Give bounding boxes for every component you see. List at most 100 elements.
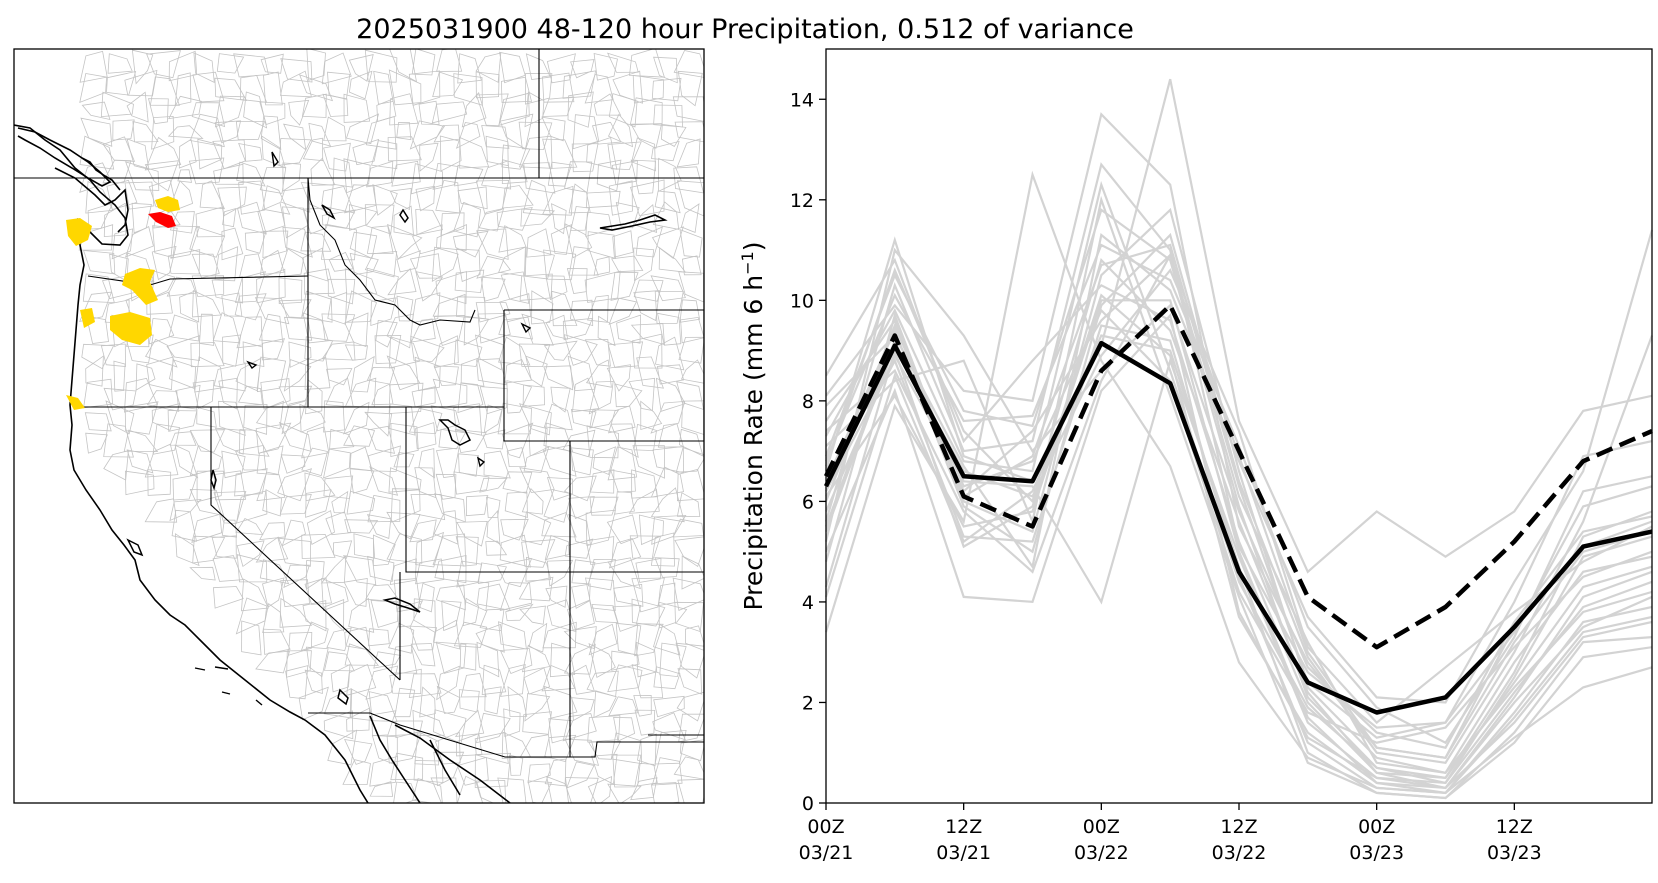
watershed-cell xyxy=(237,201,267,235)
watershed-cell xyxy=(388,382,424,414)
watershed-cell xyxy=(454,164,484,187)
watershed-cell xyxy=(300,621,329,652)
watershed-cell xyxy=(352,138,380,166)
watershed-cell xyxy=(168,359,197,390)
watershed-cell xyxy=(519,467,555,494)
watershed-cell xyxy=(288,99,310,126)
watershed-cell xyxy=(678,713,704,743)
baja-coast xyxy=(369,715,461,803)
watershed-cell xyxy=(459,642,477,671)
watershed-boundaries xyxy=(78,49,704,803)
watershed-cell xyxy=(679,739,704,762)
watershed-cell xyxy=(241,620,262,656)
watershed-cell xyxy=(386,533,423,564)
watershed-cell xyxy=(306,510,335,546)
y-tick-label: 14 xyxy=(790,89,814,111)
watershed-cell xyxy=(571,143,599,173)
watershed-cell xyxy=(497,777,527,803)
watershed-cell xyxy=(588,642,616,679)
watershed-cell xyxy=(525,355,548,387)
watershed-cell xyxy=(396,121,412,141)
ensemble-member-line xyxy=(824,268,1653,725)
watershed-cell xyxy=(348,597,375,633)
watershed-cell xyxy=(419,142,439,172)
y-tick-label: 2 xyxy=(802,692,814,714)
watershed-cell xyxy=(607,341,644,369)
watershed-cell xyxy=(551,203,567,235)
watershed-cell xyxy=(321,209,356,229)
watershed-cell xyxy=(543,340,578,361)
watershed-cell xyxy=(546,559,574,587)
watershed-cell xyxy=(653,695,685,718)
watershed-cell xyxy=(301,290,333,323)
watershed-cell xyxy=(436,665,460,701)
watershed-cell xyxy=(441,600,462,632)
watershed-cell xyxy=(214,246,239,282)
watershed-cell xyxy=(239,75,268,103)
watershed-cell xyxy=(214,120,242,144)
watershed-cell xyxy=(588,380,614,415)
watershed-cell xyxy=(635,557,662,583)
basin-gold-klamath xyxy=(66,395,85,410)
y-axis-label-superscript: −1 xyxy=(738,251,757,275)
watershed-cell xyxy=(213,163,244,185)
watershed-cell xyxy=(344,626,371,651)
watershed-cell xyxy=(235,357,262,392)
basin-gold-yakima xyxy=(122,268,158,305)
watershed-cell xyxy=(520,208,556,227)
watershed-cell xyxy=(372,534,396,567)
watershed-cell xyxy=(277,537,311,567)
watershed-cell xyxy=(475,179,510,215)
watershed-cell xyxy=(218,377,238,410)
watershed-cell xyxy=(371,710,397,737)
watershed-cell xyxy=(168,314,200,342)
watershed-cell xyxy=(221,519,238,538)
watershed-cell xyxy=(393,452,415,468)
watershed-cell xyxy=(431,101,468,124)
watershed-cell xyxy=(640,400,663,431)
watershed-cell xyxy=(589,496,619,516)
watershed-cell xyxy=(410,493,446,521)
watershed-cell xyxy=(191,253,220,279)
watershed-cell xyxy=(329,428,355,450)
watershed-cell xyxy=(212,586,244,609)
watershed-cell xyxy=(542,138,578,169)
ensemble-member-line xyxy=(825,299,1653,795)
watershed-cell xyxy=(302,137,324,162)
watershed-cell xyxy=(322,448,351,479)
watershed-cell xyxy=(283,564,310,589)
watershed-cell xyxy=(344,268,378,295)
watershed-cell xyxy=(654,290,684,324)
watershed-cell xyxy=(262,628,291,655)
watershed-cell xyxy=(146,50,181,79)
map-panel xyxy=(13,48,705,804)
watershed-cell xyxy=(550,386,571,413)
watershed-cell xyxy=(562,317,594,341)
watershed-cell xyxy=(213,363,246,392)
watershed-cell xyxy=(633,290,660,322)
watershed-cell xyxy=(593,256,611,276)
watershed-cell xyxy=(346,663,377,696)
watershed-cell xyxy=(435,584,466,611)
watershed-cell xyxy=(262,603,285,634)
watershed-cell xyxy=(550,223,573,255)
watershed-cell xyxy=(301,533,336,559)
watershed-cell xyxy=(367,555,395,582)
watershed-cell xyxy=(498,336,531,366)
watershed-cell xyxy=(103,450,129,481)
watershed-cell xyxy=(144,443,179,478)
watershed-cell xyxy=(278,299,312,319)
watershed-cell xyxy=(681,555,704,590)
watershed-cell xyxy=(465,495,489,517)
watershed-cell xyxy=(411,292,441,323)
watershed-cell xyxy=(366,514,392,539)
ensemble-member-line xyxy=(824,170,1653,795)
watershed-cell xyxy=(572,377,600,413)
watershed-cell xyxy=(650,487,685,523)
watershed-cell xyxy=(410,335,445,362)
watershed-cell xyxy=(369,755,399,787)
watershed-cell xyxy=(343,425,376,447)
watershed-cell xyxy=(431,246,459,283)
watershed-cell xyxy=(519,273,553,301)
watershed-cell xyxy=(126,449,154,474)
